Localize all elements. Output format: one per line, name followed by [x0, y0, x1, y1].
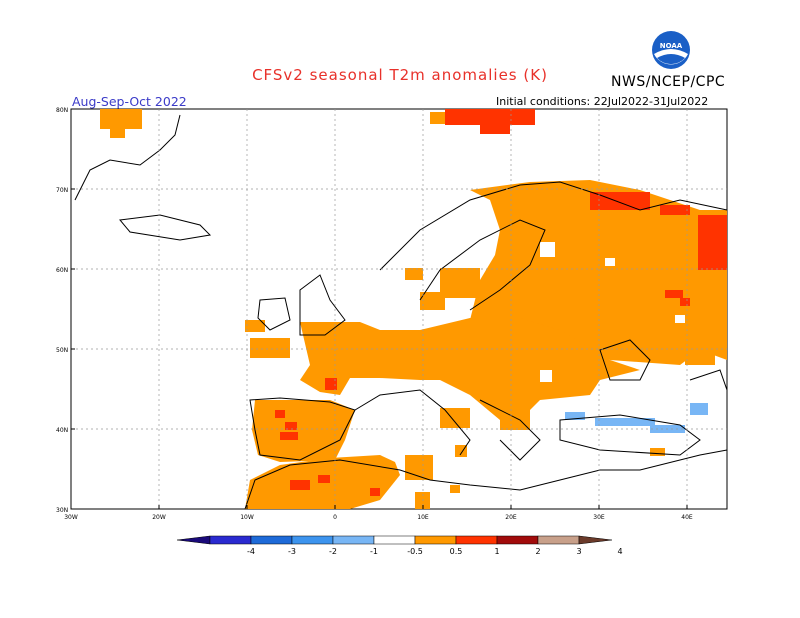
lat-label: 30N	[56, 507, 68, 514]
agency-label: NWS/NCEP/CPC	[611, 74, 726, 90]
lon-label: 10E	[417, 514, 429, 521]
colorbar-swatch	[455, 535, 498, 545]
colorbar-swatch	[496, 535, 539, 545]
logo-text: NOAA	[660, 42, 683, 50]
lat-label: 70N	[56, 187, 68, 194]
colorbar-label: 2	[535, 547, 540, 556]
colorbar-label: -0.5	[407, 547, 423, 556]
lat-label: 80N	[56, 107, 68, 114]
lat-label: 60N	[56, 267, 68, 274]
lon-label: 20W	[152, 514, 166, 521]
colorbar-arrow-low	[176, 535, 211, 545]
map-title: CFSv2 seasonal T2m anomalies (K)	[252, 66, 548, 84]
lon-label: 30E	[593, 514, 605, 521]
lon-label: 30W	[64, 514, 78, 521]
lon-label: 40E	[681, 514, 693, 521]
colorbar-label: -3	[288, 547, 296, 556]
colorbar-label: 3	[576, 547, 581, 556]
lon-label: 0	[333, 514, 337, 521]
colorbar-swatch	[250, 535, 293, 545]
colorbar-label: 4	[617, 547, 622, 556]
coastlines	[74, 114, 728, 510]
lon-label: 20E	[505, 514, 517, 521]
colorbar-swatch	[209, 535, 252, 545]
colorbar-swatch	[414, 535, 457, 545]
lat-label: 50N	[56, 347, 68, 354]
colorbar-arrow-high	[578, 535, 613, 545]
colorbar-label: -2	[329, 547, 337, 556]
forecast-period: Aug-Sep-Oct 2022	[72, 94, 187, 109]
colorbar-swatch	[537, 535, 580, 545]
colorbar-label: -4	[247, 547, 255, 556]
lon-label: 10W	[240, 514, 254, 521]
colorbar-swatch	[291, 535, 334, 545]
noaa-logo: NOAA	[651, 30, 691, 70]
anomaly-fill-red	[275, 109, 727, 496]
colorbar-label: -1	[370, 547, 378, 556]
graticule	[71, 109, 727, 509]
colorbar-label: 0.5	[450, 547, 463, 556]
colorbar-label: 1	[494, 547, 499, 556]
initial-conditions: Initial conditions: 22Jul2022-31Jul2022	[496, 95, 709, 108]
colorbar: -4 -3 -2 -1 -0.5 0.5 1 2 3 4	[176, 535, 623, 556]
colorbar-swatch	[332, 535, 375, 545]
lat-label: 40N	[56, 427, 68, 434]
colorbar-swatch	[373, 535, 416, 545]
